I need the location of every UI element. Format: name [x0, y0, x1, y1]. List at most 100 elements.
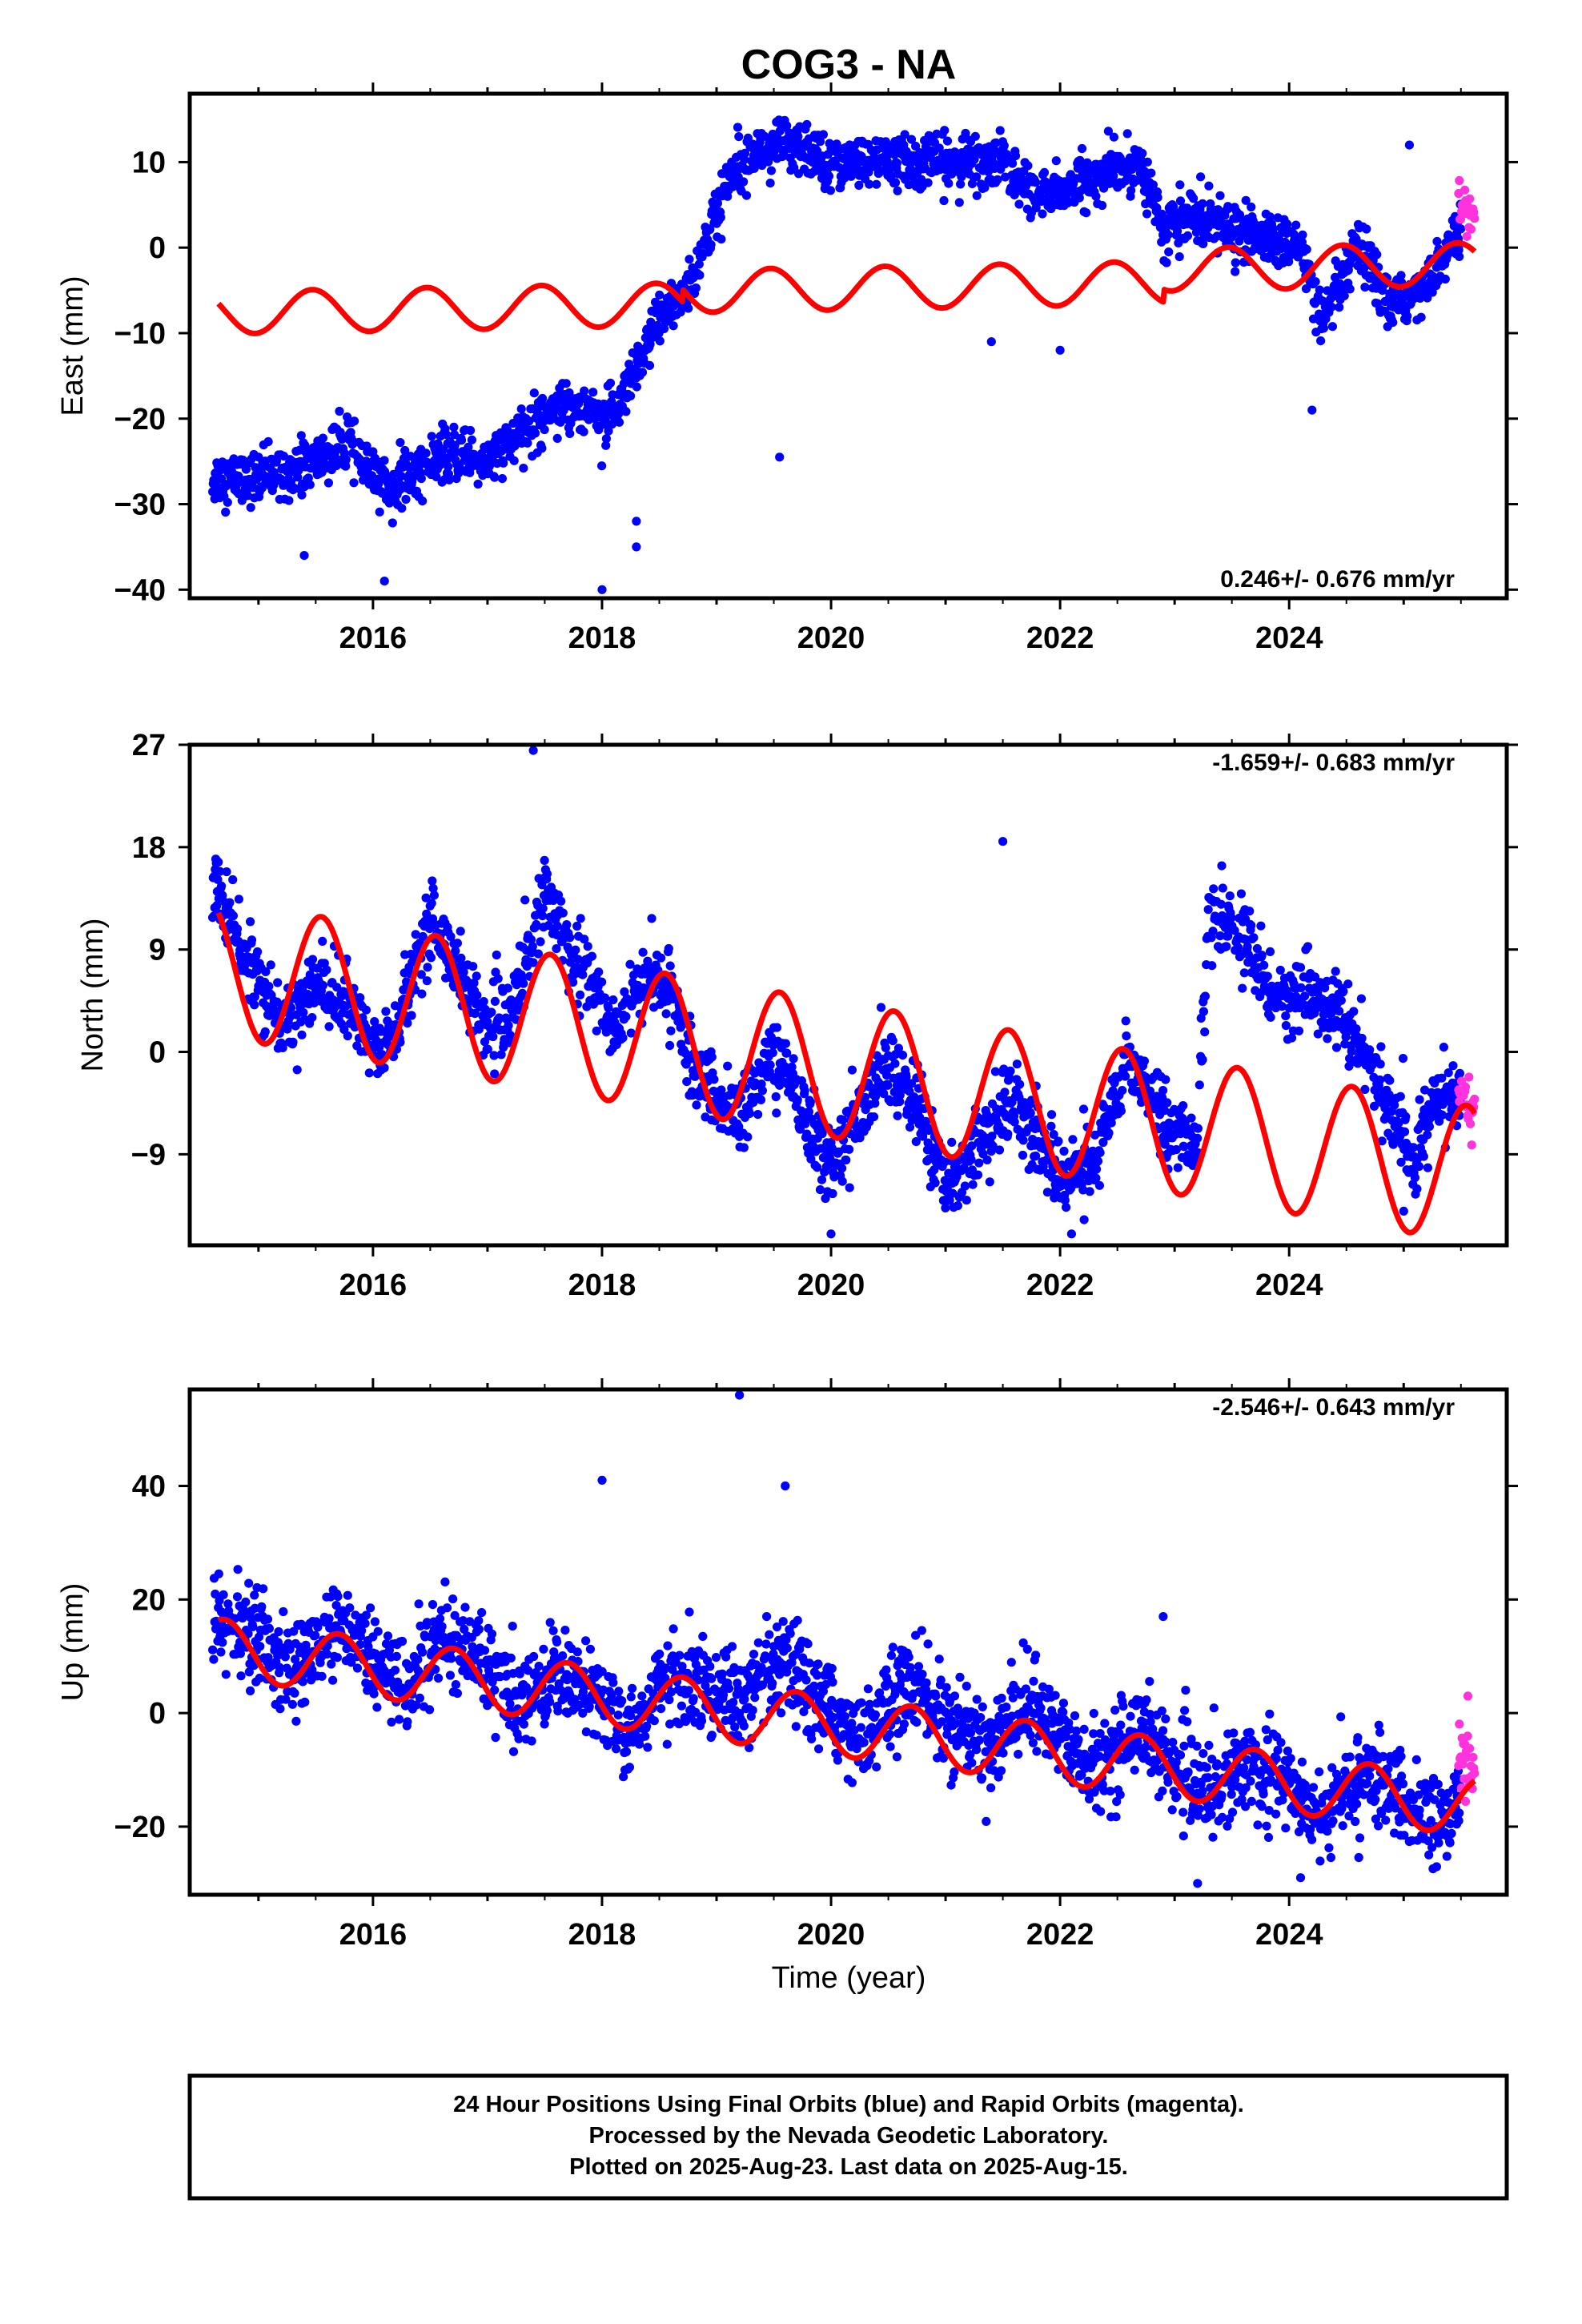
- outlier-point: [597, 585, 607, 594]
- data-point: [303, 473, 313, 483]
- data-point: [782, 1048, 792, 1058]
- data-point: [1199, 1007, 1208, 1016]
- data-point: [669, 321, 678, 331]
- data-point: [503, 983, 513, 993]
- data-point: [893, 186, 902, 195]
- data-point: [709, 1075, 719, 1084]
- data-point: [1207, 961, 1217, 971]
- data-point: [246, 1686, 255, 1695]
- data-point: [263, 436, 273, 447]
- data-point: [247, 958, 257, 967]
- data-point: [802, 119, 812, 130]
- data-point: [1302, 244, 1311, 254]
- data-point: [428, 876, 437, 886]
- data-point: [578, 970, 588, 979]
- data-point: [538, 903, 548, 913]
- data-point: [804, 1107, 814, 1116]
- data-point: [1158, 1086, 1168, 1096]
- data-point: [597, 461, 607, 471]
- data-point: [428, 883, 438, 893]
- data-point: [528, 958, 538, 967]
- data-point: [278, 1043, 287, 1052]
- east-final-orbit-points: [208, 115, 1466, 594]
- data-point: [1174, 252, 1184, 262]
- data-point: [1060, 1196, 1070, 1205]
- data-point: [383, 1631, 393, 1641]
- data-point: [1456, 224, 1466, 234]
- data-point: [605, 378, 616, 388]
- data-point: [1443, 1068, 1453, 1078]
- data-point: [1231, 258, 1240, 267]
- data-point: [232, 924, 243, 934]
- data-point: [400, 445, 410, 456]
- data-point: [532, 919, 541, 930]
- data-point: [1343, 979, 1353, 989]
- data-point: [1251, 986, 1260, 995]
- data-point: [540, 855, 549, 865]
- data-point: [647, 914, 656, 923]
- data-point: [1116, 1106, 1126, 1116]
- data-point: [1193, 1124, 1203, 1133]
- data-point: [370, 1017, 379, 1027]
- data-point: [257, 1602, 267, 1611]
- data-point: [1130, 162, 1140, 171]
- data-point: [328, 1675, 338, 1685]
- data-point: [1448, 1061, 1458, 1071]
- data-point: [970, 155, 979, 164]
- data-point: [1432, 236, 1442, 247]
- data-point: [223, 497, 232, 507]
- data-point: [275, 1663, 284, 1672]
- data-point: [335, 406, 344, 416]
- data-point: [288, 1037, 298, 1047]
- data-point: [411, 930, 420, 939]
- data-point: [967, 1141, 977, 1151]
- outlier-point: [632, 517, 641, 526]
- data-point: [845, 1183, 854, 1192]
- data-point: [1465, 1119, 1476, 1128]
- data-point: [427, 899, 436, 908]
- data-point: [363, 1642, 373, 1651]
- data-point: [524, 416, 534, 426]
- data-point: [558, 908, 568, 918]
- data-point: [789, 1054, 798, 1063]
- data-point: [1010, 1117, 1019, 1127]
- data-point: [260, 1027, 270, 1036]
- data-point: [765, 1067, 775, 1076]
- data-point: [516, 404, 526, 414]
- data-point: [528, 942, 537, 951]
- data-point: [644, 360, 655, 370]
- data-point: [614, 417, 624, 427]
- data-point: [1198, 1055, 1207, 1064]
- x-tick-label: 2022: [1026, 621, 1094, 655]
- data-point: [1209, 884, 1219, 894]
- outlier-point: [1307, 405, 1317, 415]
- north-model-curve: [215, 911, 1477, 1236]
- data-point: [682, 1077, 692, 1087]
- data-point: [221, 507, 231, 517]
- figure-title: COG3 - NA: [741, 42, 957, 88]
- data-point: [1196, 172, 1206, 182]
- data-point: [496, 1050, 506, 1059]
- data-point: [423, 963, 432, 972]
- data-point: [987, 1132, 997, 1141]
- data-point: [608, 995, 618, 1005]
- data-point: [1018, 1150, 1028, 1160]
- data-point: [793, 1095, 802, 1104]
- data-point: [846, 171, 856, 181]
- data-point: [601, 434, 612, 444]
- data-point: [445, 1671, 456, 1680]
- data-point: [1046, 1110, 1057, 1120]
- data-point: [338, 432, 347, 443]
- data-point: [713, 199, 723, 208]
- data-point: [538, 911, 548, 921]
- data-point: [692, 1100, 701, 1110]
- data-point: [1331, 1043, 1342, 1052]
- data-point: [646, 317, 656, 327]
- data-point: [743, 1132, 753, 1142]
- data-point: [1362, 224, 1371, 234]
- data-point: [944, 179, 954, 188]
- data-point: [1383, 1098, 1392, 1108]
- data-point: [246, 503, 255, 513]
- data-point: [1139, 1056, 1149, 1066]
